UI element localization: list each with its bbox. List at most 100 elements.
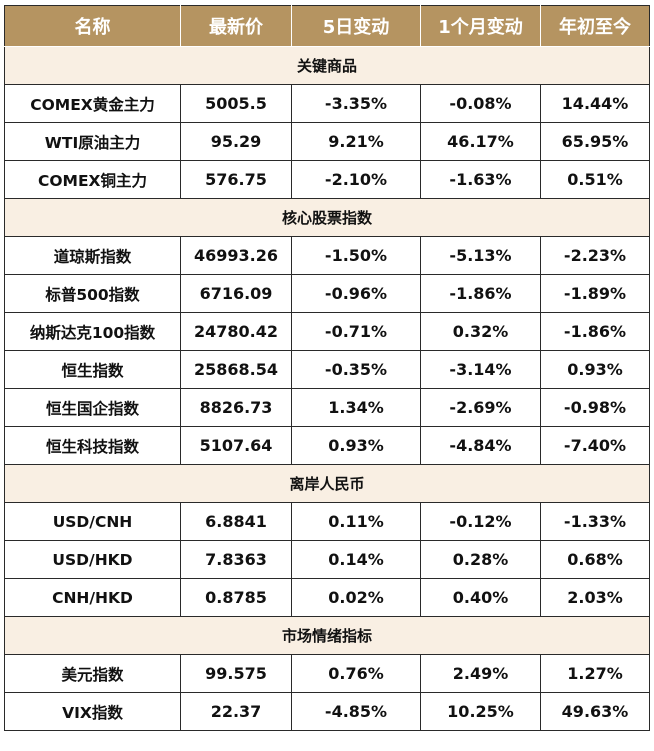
ytd-change-cell: 1.27%	[540, 654, 650, 693]
1m-change-cell: 10.25%	[420, 692, 541, 731]
ytd-change-cell: -2.23%	[540, 236, 650, 275]
section-title: 关键商品	[4, 46, 650, 85]
ytd-change-cell: 0.68%	[540, 540, 650, 579]
1m-change-cell: -4.84%	[420, 426, 541, 465]
table-row: 恒生指数 25868.54 -0.35% -3.14% 0.93%	[4, 350, 650, 389]
header-price: 最新价	[180, 5, 292, 47]
1m-change-cell: -2.69%	[420, 388, 541, 427]
ytd-change-cell: -1.86%	[540, 312, 650, 351]
5d-change-cell: 9.21%	[291, 122, 421, 161]
asset-name-cell: 道琼斯指数	[4, 236, 181, 275]
header-ytd: 年初至今	[540, 5, 650, 47]
asset-name-cell: 恒生国企指数	[4, 388, 181, 427]
1m-change-cell: -3.14%	[420, 350, 541, 389]
latest-price-cell: 8826.73	[180, 388, 292, 427]
latest-price-cell: 576.75	[180, 160, 292, 199]
latest-price-cell: 46993.26	[180, 236, 292, 275]
asset-name-cell: WTI原油主力	[4, 122, 181, 161]
table-row: USD/HKD 7.8363 0.14% 0.28% 0.68%	[4, 540, 650, 579]
table-row: 标普500指数 6716.09 -0.96% -1.86% -1.89%	[4, 274, 650, 313]
5d-change-cell: -0.71%	[291, 312, 421, 351]
5d-change-cell: 0.14%	[291, 540, 421, 579]
header-row: 名称 最新价 5日变动 1个月变动 年初至今	[4, 5, 650, 47]
header-1m-change: 1个月变动	[420, 5, 541, 47]
1m-change-cell: -1.86%	[420, 274, 541, 313]
ytd-change-cell: -1.89%	[540, 274, 650, 313]
header-name: 名称	[4, 5, 181, 47]
header-5d-change: 5日变动	[291, 5, 421, 47]
5d-change-cell: -3.35%	[291, 84, 421, 123]
5d-change-cell: -4.85%	[291, 692, 421, 731]
ytd-change-cell: 65.95%	[540, 122, 650, 161]
latest-price-cell: 5005.5	[180, 84, 292, 123]
section-title: 市场情绪指标	[4, 616, 650, 655]
table-row: CNH/HKD 0.8785 0.02% 0.40% 2.03%	[4, 578, 650, 617]
5d-change-cell: 0.76%	[291, 654, 421, 693]
table-row: COMEX黄金主力 5005.5 -3.35% -0.08% 14.44%	[4, 84, 650, 123]
1m-change-cell: -1.63%	[420, 160, 541, 199]
1m-change-cell: 2.49%	[420, 654, 541, 693]
latest-price-cell: 22.37	[180, 692, 292, 731]
ytd-change-cell: 14.44%	[540, 84, 650, 123]
table-row: 恒生国企指数 8826.73 1.34% -2.69% -0.98%	[4, 388, 650, 427]
section-title: 离岸人民币	[4, 464, 650, 503]
section-header-row: 市场情绪指标	[4, 616, 650, 655]
table-row: 恒生科技指数 5107.64 0.93% -4.84% -7.40%	[4, 426, 650, 465]
table-row: USD/CNH 6.8841 0.11% -0.12% -1.33%	[4, 502, 650, 541]
table-row: 纳斯达克100指数 24780.42 -0.71% 0.32% -1.86%	[4, 312, 650, 351]
table-row: WTI原油主力 95.29 9.21% 46.17% 65.95%	[4, 122, 650, 161]
5d-change-cell: 1.34%	[291, 388, 421, 427]
ytd-change-cell: -0.98%	[540, 388, 650, 427]
table-row: COMEX铜主力 576.75 -2.10% -1.63% 0.51%	[4, 160, 650, 199]
latest-price-cell: 5107.64	[180, 426, 292, 465]
1m-change-cell: -5.13%	[420, 236, 541, 275]
latest-price-cell: 6716.09	[180, 274, 292, 313]
asset-name-cell: 标普500指数	[4, 274, 181, 313]
table-row: 美元指数 99.575 0.76% 2.49% 1.27%	[4, 654, 650, 693]
5d-change-cell: 0.02%	[291, 578, 421, 617]
asset-name-cell: COMEX铜主力	[4, 160, 181, 199]
1m-change-cell: 0.28%	[420, 540, 541, 579]
5d-change-cell: -2.10%	[291, 160, 421, 199]
asset-name-cell: USD/CNH	[4, 502, 181, 541]
1m-change-cell: 46.17%	[420, 122, 541, 161]
ytd-change-cell: 2.03%	[540, 578, 650, 617]
5d-change-cell: -0.35%	[291, 350, 421, 389]
latest-price-cell: 0.8785	[180, 578, 292, 617]
ytd-change-cell: 0.51%	[540, 160, 650, 199]
table-row: 道琼斯指数 46993.26 -1.50% -5.13% -2.23%	[4, 236, 650, 275]
ytd-change-cell: -1.33%	[540, 502, 650, 541]
1m-change-cell: 0.32%	[420, 312, 541, 351]
asset-name-cell: CNH/HKD	[4, 578, 181, 617]
latest-price-cell: 7.8363	[180, 540, 292, 579]
5d-change-cell: 0.11%	[291, 502, 421, 541]
ytd-change-cell: 0.93%	[540, 350, 650, 389]
section-title: 核心股票指数	[4, 198, 650, 237]
section-header-row: 离岸人民币	[4, 464, 650, 503]
asset-name-cell: 美元指数	[4, 654, 181, 693]
latest-price-cell: 24780.42	[180, 312, 292, 351]
1m-change-cell: -0.08%	[420, 84, 541, 123]
latest-price-cell: 95.29	[180, 122, 292, 161]
1m-change-cell: -0.12%	[420, 502, 541, 541]
market-table: 名称 最新价 5日变动 1个月变动 年初至今 关键商品 COMEX黄金主力 5005…	[4, 5, 650, 731]
table-row: VIX指数 22.37 -4.85% 10.25% 49.63%	[4, 692, 650, 731]
ytd-change-cell: -7.40%	[540, 426, 650, 465]
5d-change-cell: -0.96%	[291, 274, 421, 313]
asset-name-cell: 恒生科技指数	[4, 426, 181, 465]
5d-change-cell: -1.50%	[291, 236, 421, 275]
5d-change-cell: 0.93%	[291, 426, 421, 465]
latest-price-cell: 99.575	[180, 654, 292, 693]
ytd-change-cell: 49.63%	[540, 692, 650, 731]
asset-name-cell: VIX指数	[4, 692, 181, 731]
latest-price-cell: 25868.54	[180, 350, 292, 389]
table-body: 关键商品 COMEX黄金主力 5005.5 -3.35% -0.08% 14.44% WTI…	[4, 46, 650, 731]
latest-price-cell: 6.8841	[180, 502, 292, 541]
asset-name-cell: COMEX黄金主力	[4, 84, 181, 123]
1m-change-cell: 0.40%	[420, 578, 541, 617]
asset-name-cell: 纳斯达克100指数	[4, 312, 181, 351]
section-header-row: 核心股票指数	[4, 198, 650, 237]
asset-name-cell: 恒生指数	[4, 350, 181, 389]
section-header-row: 关键商品	[4, 46, 650, 85]
